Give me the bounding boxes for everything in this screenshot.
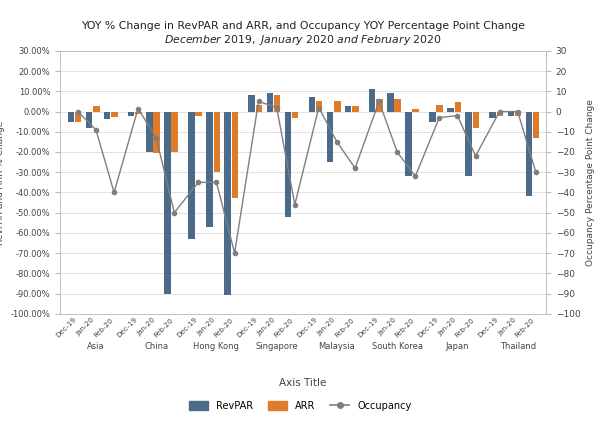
Bar <box>447 108 454 112</box>
Bar <box>128 112 134 116</box>
Bar <box>515 112 521 116</box>
Bar <box>284 112 291 217</box>
Legend: RevPAR, ARR, Occupancy: RevPAR, ARR, Occupancy <box>185 397 415 415</box>
Text: China: China <box>144 342 168 351</box>
Bar <box>248 95 255 112</box>
Title: YOY % Change in RevPAR and ARR, and Occupancy YOY Percentage Point Change
$\it{D: YOY % Change in RevPAR and ARR, and Occu… <box>81 20 525 47</box>
Bar <box>352 106 359 112</box>
Bar <box>394 99 401 112</box>
Text: Asia: Asia <box>87 342 105 351</box>
Bar <box>256 106 262 112</box>
X-axis label: Axis Title: Axis Title <box>280 378 326 388</box>
Bar <box>86 112 92 128</box>
Text: Malaysia: Malaysia <box>319 342 355 351</box>
Bar <box>412 109 419 112</box>
Bar <box>455 103 461 112</box>
Bar <box>153 112 160 153</box>
Bar <box>266 93 273 112</box>
Bar <box>376 99 383 112</box>
Bar <box>146 112 152 152</box>
Y-axis label: Occupancy Percentage Point Change: Occupancy Percentage Point Change <box>586 99 595 266</box>
Bar <box>75 112 82 122</box>
Bar <box>526 112 532 196</box>
Bar <box>111 112 118 117</box>
Bar <box>172 112 178 152</box>
Text: South Korea: South Korea <box>371 342 422 351</box>
Bar <box>473 112 479 128</box>
Bar <box>334 101 341 112</box>
Bar <box>214 112 220 172</box>
Text: Singapore: Singapore <box>256 342 298 351</box>
Bar <box>206 112 213 227</box>
Bar <box>224 112 231 295</box>
Bar <box>429 112 436 122</box>
Bar <box>93 106 100 112</box>
Bar <box>508 112 514 116</box>
Y-axis label: RevPAR and ARR % Change: RevPAR and ARR % Change <box>0 120 5 245</box>
Bar <box>308 98 315 112</box>
Bar <box>490 112 496 117</box>
Bar <box>292 112 298 117</box>
Bar <box>316 101 322 112</box>
Bar <box>164 112 171 293</box>
Bar <box>196 112 202 116</box>
Bar <box>436 106 443 112</box>
Text: Thailand: Thailand <box>500 342 536 351</box>
Bar <box>405 112 412 176</box>
Bar <box>232 112 238 198</box>
Bar <box>135 112 142 114</box>
Bar <box>533 112 539 138</box>
Bar <box>369 89 376 112</box>
Text: Hong Kong: Hong Kong <box>193 342 239 351</box>
Bar <box>327 112 334 162</box>
Bar <box>466 112 472 176</box>
Bar <box>387 93 394 112</box>
Text: Japan: Japan <box>446 342 469 351</box>
Bar <box>104 112 110 119</box>
Bar <box>68 112 74 122</box>
Bar <box>274 95 280 112</box>
Bar <box>497 112 503 116</box>
Bar <box>345 106 352 112</box>
Bar <box>188 112 194 239</box>
